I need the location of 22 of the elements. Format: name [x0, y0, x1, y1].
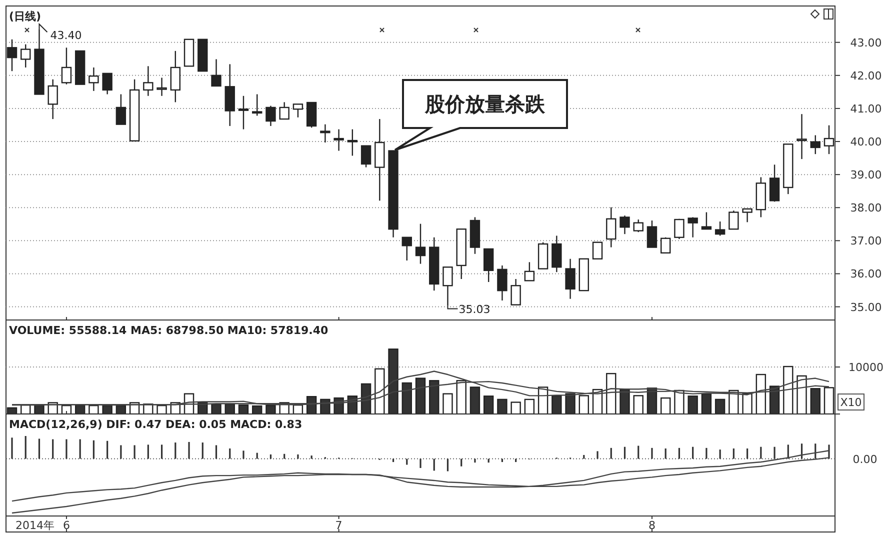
- y-tick-label: 40.00: [850, 136, 882, 149]
- x-tick-label: 6: [62, 519, 70, 532]
- ref-line-label: 0.00: [852, 452, 878, 466]
- annotation: 35.03: [458, 302, 490, 316]
- y-tick-label: 10000: [848, 361, 884, 374]
- y-tick-label: 36.00: [850, 268, 882, 281]
- y-tick-label: 39.00: [850, 168, 882, 182]
- x-tick-label: 7: [335, 519, 342, 532]
- annotation: 股价放量杀跌: [424, 92, 546, 116]
- chart-title: VOLUME: 55588.14 MA5: 68798.50 MA10: 57819.40: [9, 324, 329, 337]
- y-tick-label: 37.00: [850, 234, 882, 248]
- y-axis-title: X10: [840, 396, 862, 409]
- x-axis-title: 2014年: [16, 519, 54, 532]
- y-tick-label: 42.00: [850, 69, 882, 82]
- chart-title: (日线): [9, 10, 42, 23]
- annotation: 43.40: [50, 29, 82, 42]
- chart-title: MACD(12,26,9) DIF: 0.47 DEA: 0.05 MACD: 0.83: [9, 418, 302, 431]
- y-tick-label: 41.00: [850, 102, 882, 116]
- y-tick-label: 35.00: [850, 300, 882, 314]
- y-tick-label: 43.00: [850, 36, 882, 50]
- y-tick-label: 38.00: [850, 202, 882, 215]
- x-tick-label: 8: [648, 519, 656, 532]
